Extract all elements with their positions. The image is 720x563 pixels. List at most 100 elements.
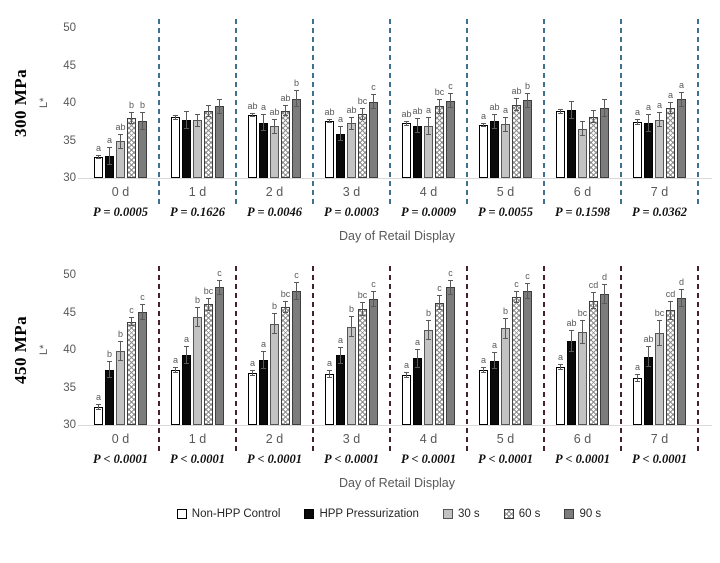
p-value-label: P = 0.0055: [478, 205, 533, 219]
p-value-label: P < 0.0001: [401, 452, 456, 466]
bar-control: [171, 369, 180, 425]
significance-letter: a: [337, 335, 344, 345]
error-bar: [217, 279, 222, 295]
day-label: 3 d: [342, 432, 361, 446]
bar-s30: [655, 332, 664, 425]
bar-s30: [193, 317, 202, 425]
group-separator: [466, 266, 468, 452]
legend-label: Non-HPP Control: [191, 508, 281, 520]
significance-letter: a: [634, 362, 641, 372]
bar-s60: [281, 307, 290, 425]
error-bar: [514, 97, 519, 112]
group-separator: [620, 19, 622, 205]
significance-letter: b: [139, 100, 146, 110]
pressure-label-300mpa: 300 MPa: [11, 68, 30, 138]
day-label: 4 d: [419, 185, 438, 199]
error-bar: [525, 282, 530, 299]
error-bar: [96, 404, 101, 410]
day-label: 0 d: [111, 432, 130, 446]
p-value-label: P < 0.0001: [555, 452, 610, 466]
bar-control: [633, 121, 642, 178]
bar-hpp: [336, 355, 345, 425]
p-value-label: P = 0.1598: [555, 205, 610, 219]
bar-s90: [523, 100, 532, 178]
bar-s60: [589, 300, 598, 425]
bar-control: [248, 373, 257, 425]
error-bar: [558, 364, 563, 371]
significance-letter: bc: [357, 290, 368, 300]
error-bar: [327, 370, 332, 378]
significance-letter: a: [480, 354, 487, 365]
significance-letter: b: [425, 308, 432, 318]
bar-s60: [589, 116, 598, 178]
day-label: 1 d: [188, 185, 207, 199]
significance-letter: c: [448, 81, 453, 92]
bar-cluster: a a b bc c: [171, 268, 224, 425]
group-separator: [697, 266, 699, 452]
bar-s60: [127, 118, 136, 178]
bar-s90: [600, 293, 609, 425]
significance-letter: bc: [203, 285, 214, 296]
bar-control: [556, 111, 565, 178]
bar-group: 6 d P = 0.1598: [544, 19, 622, 225]
y-axis-tick-label: 45: [63, 306, 76, 319]
significance-letter: ab: [115, 121, 126, 132]
bar-s30: [424, 329, 433, 425]
significance-letter: a: [337, 114, 344, 125]
significance-letter: a: [403, 359, 410, 370]
group-separator: [543, 19, 545, 205]
significance-letter: a: [425, 105, 432, 116]
significance-letter: c: [217, 267, 222, 278]
group-separator: [389, 266, 391, 452]
p-value-label: P < 0.0001: [632, 452, 687, 466]
p-value-label: P = 0.1626: [170, 205, 225, 219]
significance-letter: ab: [511, 85, 522, 96]
significance-letter: a: [667, 90, 674, 101]
bar-control: [479, 124, 488, 178]
significance-letter: a: [634, 106, 641, 117]
day-label: 7 d: [650, 432, 669, 446]
error-bar: [294, 281, 299, 300]
bar-cluster: [171, 28, 224, 178]
y-axis-tick-label: 35: [63, 381, 76, 394]
bar-cluster: ab ab a bc c: [401, 28, 455, 178]
bar-hpp: [490, 360, 499, 425]
error-bar: [118, 133, 123, 149]
y-axis-tick-label: 35: [63, 134, 76, 147]
error-bar: [404, 121, 409, 126]
significance-letter: ab: [324, 106, 335, 117]
error-bar: [448, 93, 453, 109]
bar-s90: [292, 98, 301, 178]
spacer: [6, 490, 712, 492]
bar-s60: [512, 104, 521, 178]
error-bar: [602, 98, 607, 117]
significance-letter: ab: [401, 109, 412, 119]
error-bar: [657, 112, 662, 127]
legend: Non-HPP Control HPP Pressurization 30 s 60 …: [66, 508, 712, 520]
bar-s60: [204, 110, 213, 178]
day-label: 0 d: [111, 185, 130, 199]
error-bar: [635, 118, 640, 125]
legend-swatch-hpp: [304, 509, 315, 519]
bar-cluster: a ab bc cd d: [556, 273, 609, 425]
bar-control: [94, 157, 103, 178]
error-bar: [272, 313, 277, 335]
error-bar: [371, 290, 376, 308]
bar-group: a a b bc c 1 d P < 0.0001: [159, 266, 237, 472]
significance-letter: c: [371, 82, 376, 92]
bar-s60: [358, 113, 367, 178]
significance-letter: ab: [643, 334, 654, 345]
day-label: 5 d: [496, 432, 515, 446]
y-axis-tick-label: 40: [63, 344, 76, 356]
bar-s30: [193, 120, 202, 178]
significance-letter: c: [140, 291, 145, 302]
day-label: 4 d: [419, 432, 438, 446]
error-bar: [580, 320, 585, 344]
